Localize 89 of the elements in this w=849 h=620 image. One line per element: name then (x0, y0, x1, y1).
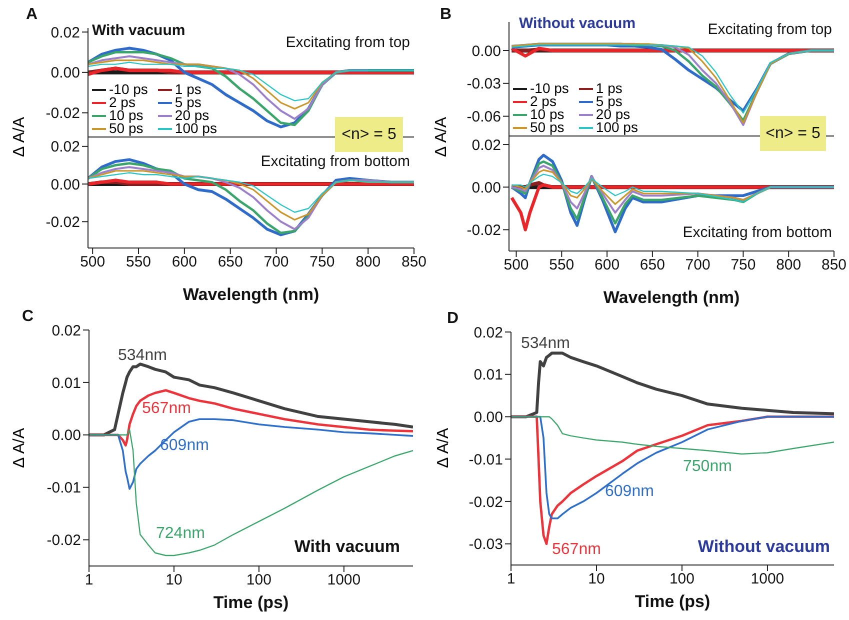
y-axis-title: Δ A/A (11, 428, 29, 468)
annotation: 567nm (142, 400, 191, 418)
y-tick-label: -0.03 (466, 76, 501, 93)
y-tick-label: 0.00 (52, 427, 81, 444)
annotation: With vacuum (294, 537, 400, 557)
x-axis-title: Wavelength (nm) (603, 288, 740, 307)
x-tick-label: 700 (685, 256, 710, 274)
y-axis-title: Δ A/A (433, 116, 451, 158)
x-tick-label: 850 (401, 254, 427, 271)
x-tick-label: 650 (218, 254, 243, 271)
annotation: Without vacuum (519, 15, 636, 32)
legend-label: 1 ps (596, 80, 622, 96)
legend-label: 2 ps (530, 93, 556, 109)
legend-label: -10 ps (109, 81, 148, 97)
text: A (26, 6, 38, 24)
annotation: Excitating from bottom (260, 153, 410, 170)
x-tick-label: 800 (356, 254, 381, 271)
line-series (510, 160, 834, 225)
annotation: 534nm (118, 347, 167, 365)
y-tick-label: 0.00 (50, 64, 80, 82)
annotation: 609nm (160, 437, 209, 455)
annotation: Without vacuum (698, 537, 830, 557)
y-tick-label: -0.02 (46, 214, 80, 231)
x-axis-title: Time (ps) (634, 592, 710, 611)
y-tick-label: 0.02 (50, 138, 80, 156)
x-tick-label: 800 (776, 256, 802, 274)
y-tick-label: 0.01 (52, 374, 81, 392)
x-tick-label: 500 (80, 254, 106, 271)
annotation: <n> = 5 (335, 117, 403, 152)
x-tick-label: 500 (504, 256, 529, 274)
x-tick-label: 600 (594, 256, 620, 274)
x-tick-label: 550 (126, 254, 152, 271)
x-tick-label: 650 (640, 256, 665, 274)
x-tick-label: 600 (172, 254, 197, 271)
text: B (440, 6, 452, 24)
x-tick-label: 750 (310, 254, 335, 271)
line-series (510, 169, 772, 205)
x-axis-title: Time (ps) (213, 593, 289, 612)
y-tick-label: 0.00 (472, 42, 501, 60)
annotation: <n> = 5 (760, 116, 826, 151)
annotation: 567nm (552, 541, 601, 559)
x-tick-label: 100 (246, 572, 272, 589)
y-tick-label: -0.02 (46, 105, 80, 122)
x-tick-label: 850 (821, 256, 847, 274)
y-tick-label: 0.02 (474, 324, 503, 342)
annotation: Excitating from bottom (682, 224, 832, 241)
y-tick-label: 0.02 (52, 322, 81, 340)
annotation: Excitating from top (286, 34, 410, 51)
text: D (447, 310, 459, 328)
text: C (22, 308, 34, 326)
legend-label: 2 ps (109, 94, 136, 110)
x-tick-label: 1 (84, 572, 94, 589)
line-series (511, 174, 834, 203)
y-tick-label: 0.00 (474, 409, 503, 426)
y-tick-label: 0.00 (472, 179, 501, 196)
annotation: With vacuum (92, 22, 186, 39)
annotation: 534nm (521, 335, 570, 353)
y-tick-label: 0.02 (472, 136, 501, 154)
x-tick-label: 10 (166, 572, 182, 589)
y-tick-label: -0.06 (466, 108, 501, 126)
y-tick-label: -0.01 (46, 480, 81, 497)
y-tick-label: -0.02 (466, 222, 501, 240)
legend-label: 1 ps (174, 81, 202, 97)
x-tick-label: 550 (549, 256, 574, 274)
legend-label: -10 ps (530, 80, 569, 96)
x-tick-label: 1000 (327, 572, 361, 589)
y-tick-label: 0.00 (50, 176, 80, 194)
annotation: 609nm (605, 483, 654, 501)
y-axis-title: Δ A/A (11, 116, 29, 158)
line-series (88, 59, 351, 110)
y-tick-label: -0.02 (468, 494, 503, 511)
y-tick-label: -0.01 (468, 451, 503, 468)
y-tick-label: -0.02 (46, 532, 81, 550)
x-tick-label: 1 (506, 570, 516, 588)
y-axis-title: Δ A/A (435, 428, 453, 468)
annotation: 724nm (156, 525, 205, 543)
x-tick-label: 10 (588, 570, 605, 588)
x-tick-label: 750 (730, 256, 756, 274)
x-axis-title: Wavelength (nm) (182, 285, 320, 304)
x-tick-label: 1000 (750, 570, 784, 588)
y-tick-label: 0.01 (474, 366, 503, 384)
line-series (88, 172, 414, 213)
x-tick-label: 700 (264, 254, 289, 271)
y-tick-label: 0.02 (50, 24, 80, 42)
line-series (510, 164, 834, 214)
annotation: 750nm (683, 458, 732, 476)
x-tick-label: 100 (669, 570, 694, 588)
annotation: Excitating from top (708, 21, 832, 38)
y-tick-label: -0.03 (468, 536, 503, 554)
